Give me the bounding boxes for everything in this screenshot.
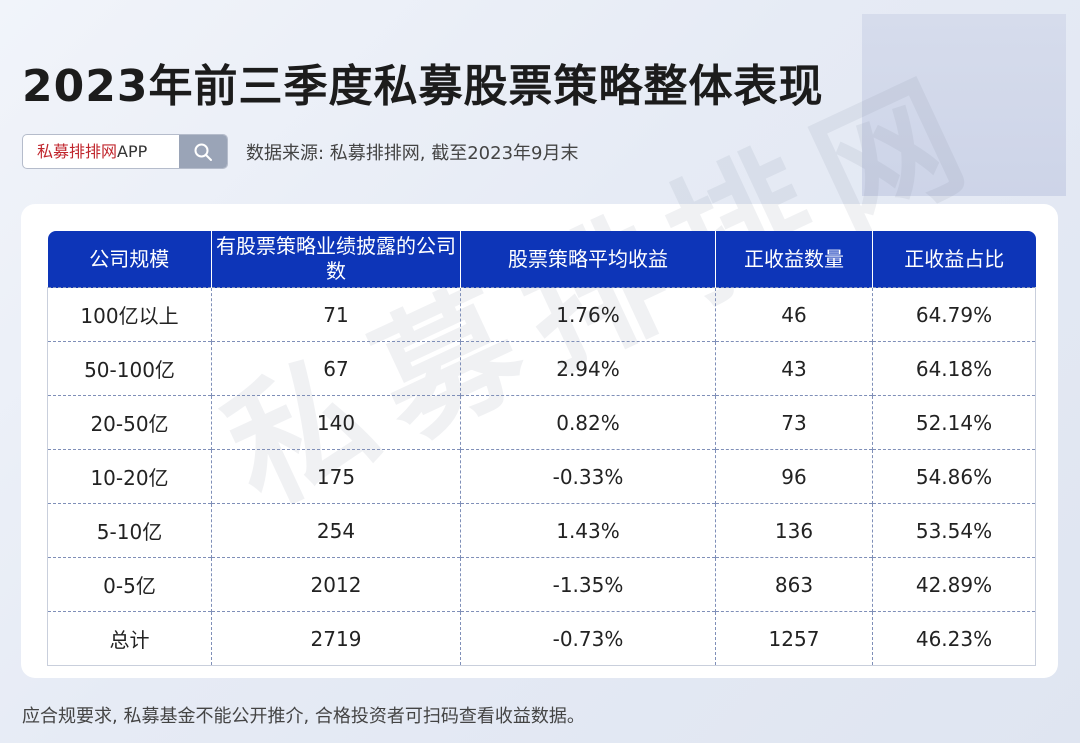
cell-positive-count: 136: [715, 503, 873, 558]
cell-company-size: 0-5亿: [47, 557, 212, 612]
cell-positive-count: 863: [715, 557, 873, 612]
header-company-count: 有股票策略业绩披露的公司数: [211, 231, 461, 288]
cell-company-size: 总计: [47, 611, 212, 666]
cell-company-count: 254: [211, 503, 461, 558]
search-icon: [194, 143, 212, 161]
cell-average-return: -0.73%: [460, 611, 716, 666]
cell-positive-ratio: 52.14%: [872, 395, 1036, 450]
cell-company-size: 10-20亿: [47, 449, 212, 504]
cell-company-count: 2012: [211, 557, 461, 612]
cell-average-return: 2.94%: [460, 341, 716, 396]
cell-positive-count: 73: [715, 395, 873, 450]
search-box[interactable]: 私募排排网APP: [22, 134, 228, 169]
brand-name-en: APP: [117, 142, 148, 161]
cell-average-return: -1.35%: [460, 557, 716, 612]
header-positive-ratio: 正收益占比: [872, 231, 1036, 288]
cell-company-count: 71: [211, 287, 461, 342]
cell-company-size: 100亿以上: [47, 287, 212, 342]
compliance-note: 应合规要求, 私募基金不能公开推介, 合格投资者可扫码查看收益数据。: [22, 706, 585, 727]
table-row: 0-5亿 2012 -1.35% 863 42.89%: [47, 557, 1036, 612]
header-company-size: 公司规模: [47, 231, 212, 288]
cell-average-return: 1.43%: [460, 503, 716, 558]
search-text: 私募排排网APP: [23, 135, 179, 168]
table-row: 10-20亿 175 -0.33% 96 54.86%: [47, 449, 1036, 504]
cell-positive-ratio: 53.54%: [872, 503, 1036, 558]
decorative-panel: [862, 14, 1066, 196]
strategy-performance-table: 公司规模 有股票策略业绩披露的公司数 股票策略平均收益 正收益数量 正收益占比 …: [47, 231, 1036, 666]
cell-average-return: 0.82%: [460, 395, 716, 450]
search-button[interactable]: [179, 135, 227, 168]
cell-positive-ratio: 42.89%: [872, 557, 1036, 612]
table-row-total: 总计 2719 -0.73% 1257 46.23%: [47, 611, 1036, 666]
cell-positive-count: 46: [715, 287, 873, 342]
table-row: 20-50亿 140 0.82% 73 52.14%: [47, 395, 1036, 450]
cell-average-return: -0.33%: [460, 449, 716, 504]
cell-positive-ratio: 54.86%: [872, 449, 1036, 504]
cell-company-size: 5-10亿: [47, 503, 212, 558]
cell-positive-count: 96: [715, 449, 873, 504]
cell-positive-count: 43: [715, 341, 873, 396]
table-row: 50-100亿 67 2.94% 43 64.18%: [47, 341, 1036, 396]
cell-company-count: 67: [211, 341, 461, 396]
table-header-row: 公司规模 有股票策略业绩披露的公司数 股票策略平均收益 正收益数量 正收益占比: [47, 231, 1036, 288]
cell-company-count: 2719: [211, 611, 461, 666]
cell-company-size: 50-100亿: [47, 341, 212, 396]
cell-positive-ratio: 46.23%: [872, 611, 1036, 666]
cell-positive-count: 1257: [715, 611, 873, 666]
cell-average-return: 1.76%: [460, 287, 716, 342]
cell-positive-ratio: 64.18%: [872, 341, 1036, 396]
cell-company-count: 140: [211, 395, 461, 450]
data-source-text: 数据来源: 私募排排网, 截至2023年9月末: [246, 143, 579, 164]
header-average-return: 股票策略平均收益: [460, 231, 716, 288]
table-row: 100亿以上 71 1.76% 46 64.79%: [47, 287, 1036, 342]
cell-company-count: 175: [211, 449, 461, 504]
brand-name-cn: 私募排排网: [37, 142, 118, 161]
cell-company-size: 20-50亿: [47, 395, 212, 450]
table-row: 5-10亿 254 1.43% 136 53.54%: [47, 503, 1036, 558]
cell-positive-ratio: 64.79%: [872, 287, 1036, 342]
page-title: 2023年前三季度私募股票策略整体表现: [22, 61, 824, 112]
header-positive-count: 正收益数量: [715, 231, 873, 288]
